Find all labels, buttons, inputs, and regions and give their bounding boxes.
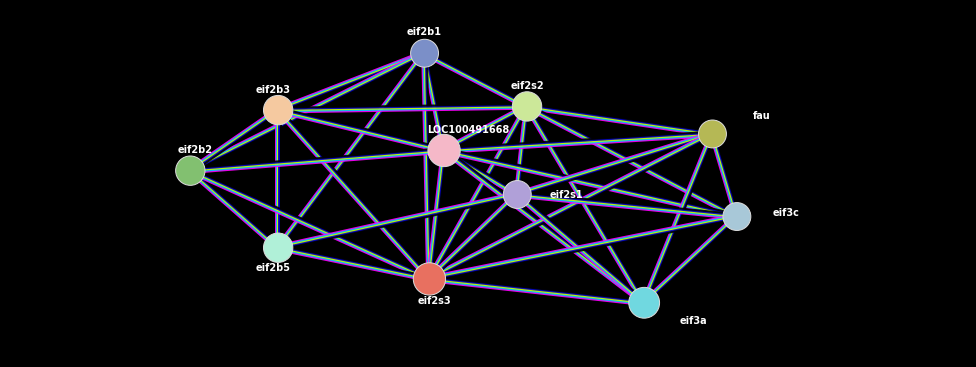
Ellipse shape [723,203,751,230]
Text: eif2s1: eif2s1 [549,189,583,200]
Text: eif2b5: eif2b5 [256,263,291,273]
Text: eif2s2: eif2s2 [510,81,544,91]
Text: eif2b1: eif2b1 [407,27,442,37]
Text: LOC100491668: LOC100491668 [427,125,509,135]
Ellipse shape [504,181,531,208]
Ellipse shape [413,263,446,295]
Ellipse shape [699,120,726,148]
Ellipse shape [629,287,660,318]
Text: eif3c: eif3c [772,208,799,218]
Text: eif2b2: eif2b2 [178,145,213,156]
Text: eif3a: eif3a [679,316,707,326]
Ellipse shape [427,134,461,167]
Ellipse shape [411,39,438,67]
Ellipse shape [512,92,542,121]
Text: eif2b3: eif2b3 [256,85,291,95]
Ellipse shape [176,156,205,185]
Ellipse shape [264,95,293,125]
Text: fau: fau [752,110,770,121]
Ellipse shape [264,233,293,262]
Text: eif2s3: eif2s3 [418,296,451,306]
